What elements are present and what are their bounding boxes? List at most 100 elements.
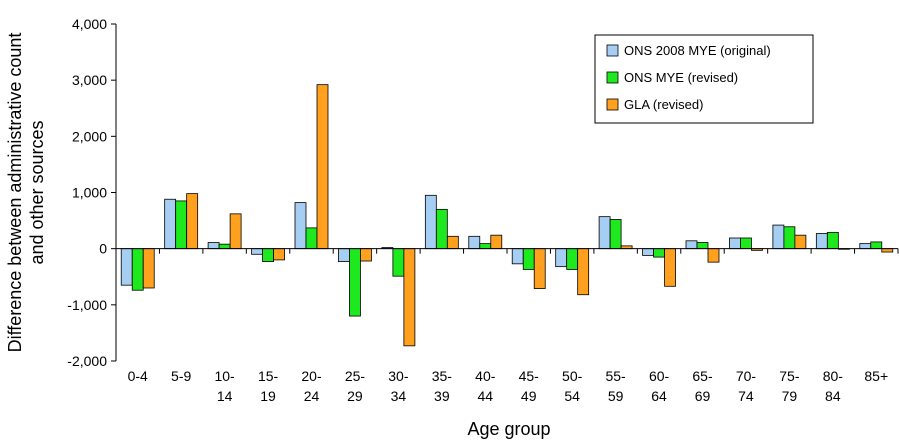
bar: [446, 235, 459, 250]
legend-swatch: [606, 71, 619, 84]
bar: [653, 248, 665, 258]
x-tick-label: 20-: [301, 368, 322, 384]
bar: [186, 193, 199, 250]
bar: [229, 213, 242, 250]
x-tick-label: 15-: [258, 368, 279, 384]
bar: [685, 240, 698, 250]
x-tick-label: 84: [825, 388, 841, 404]
bar: [131, 248, 144, 291]
x-tick-label: 29: [347, 388, 363, 404]
bar: [826, 231, 839, 250]
x-tick-label: 25-: [345, 368, 366, 384]
bar: [642, 248, 654, 256]
x-tick-label: 10-: [214, 368, 235, 384]
bar: [273, 248, 285, 261]
bar: [729, 237, 741, 250]
bar: [392, 248, 405, 277]
x-tick-label: 74: [738, 388, 754, 404]
y-tick-label: 1,000: [72, 185, 107, 201]
bar: [740, 237, 752, 250]
x-tick-label: 35-: [432, 368, 453, 384]
bar: [142, 248, 155, 289]
bar: [316, 84, 329, 250]
x-tick-label: 14: [217, 388, 233, 404]
x-tick-label: 45-: [519, 368, 540, 384]
bar: [566, 248, 579, 270]
y-tick-label: -2,000: [67, 353, 107, 369]
legend-swatch: [606, 98, 619, 111]
legend-label: ONS MYE (revised): [624, 70, 738, 85]
bar: [533, 248, 546, 289]
y-tick-label: 4,000: [72, 16, 107, 32]
x-tick-label: 75-: [779, 368, 800, 384]
bar: [360, 248, 372, 262]
bar: [120, 248, 133, 286]
bar: [338, 248, 350, 262]
x-tick-label: 54: [564, 388, 580, 404]
legend-swatch: [606, 44, 619, 57]
bar: [218, 243, 231, 250]
bar: [881, 248, 894, 253]
bar: [555, 248, 568, 268]
y-tick-label: 2,000: [72, 128, 107, 144]
y-tick-label: 3,000: [72, 72, 107, 88]
bar: [468, 235, 481, 250]
bar: [859, 243, 872, 250]
x-tick-label: 5-9: [171, 368, 191, 384]
bar: [815, 233, 828, 250]
x-tick-label: 79: [782, 388, 798, 404]
x-tick-label: 59: [608, 388, 624, 404]
bar: [251, 248, 263, 255]
bar: [262, 248, 274, 262]
bar: [664, 248, 676, 287]
legend-label: GLA (revised): [624, 97, 703, 112]
bar: [349, 248, 361, 317]
x-tick-label: 49: [521, 388, 537, 404]
bar: [305, 227, 318, 250]
bar: [577, 248, 590, 296]
x-tick-label: 65-: [692, 368, 713, 384]
bar: [522, 248, 535, 270]
legend-label: ONS 2008 MYE (original): [624, 43, 771, 58]
bar: [294, 202, 307, 250]
x-tick-label: 50-: [562, 368, 583, 384]
bar: [772, 224, 785, 250]
x-tick-label: 85+: [864, 368, 888, 384]
y-axis-title-line: and other sources: [27, 120, 47, 264]
y-axis-title: Difference between administrative count a…: [5, 33, 47, 353]
x-tick-label: 55-: [605, 368, 626, 384]
x-tick-label: 34: [391, 388, 407, 404]
x-tick-label: 19: [260, 388, 276, 404]
bar: [403, 248, 416, 347]
bars: [120, 84, 894, 347]
bar: [479, 243, 492, 250]
bar: [207, 242, 220, 250]
y-tick-label: -1,000: [67, 297, 107, 313]
x-tick-label: 30-: [388, 368, 409, 384]
bar: [598, 216, 611, 250]
x-tick-label: 39: [434, 388, 450, 404]
bar: [490, 234, 503, 250]
bar: [794, 234, 807, 250]
x-tick-label: 70-: [736, 368, 757, 384]
x-tick-label: 0-4: [128, 368, 148, 384]
bar: [435, 208, 448, 250]
bar: [609, 219, 622, 250]
bar: [696, 242, 709, 250]
y-tick-label: 0: [99, 241, 107, 257]
bar: [175, 200, 188, 250]
bar: [424, 194, 437, 250]
bar: [783, 226, 796, 250]
y-axis: -2,000 -1,000 0 1,000 2,000 3,000 4,000: [67, 16, 117, 369]
x-tick-label: 80-: [823, 368, 844, 384]
legend-box: [594, 34, 814, 124]
x-tick-label: 64: [651, 388, 667, 404]
bar: [164, 198, 177, 250]
x-axis: 0-4 5-9 10- 14 15- 19 20- 24 25- 29 30- 34 35- 39 40- 4…: [115, 248, 899, 404]
legend: ONS 2008 MYE (original) ONS MYE (revised)…: [594, 34, 814, 124]
x-tick-label: 40-: [475, 368, 496, 384]
y-axis-title-line: Difference between administrative count: [5, 33, 25, 353]
x-tick-label: 44: [477, 388, 493, 404]
x-tick-label: 69: [695, 388, 711, 404]
